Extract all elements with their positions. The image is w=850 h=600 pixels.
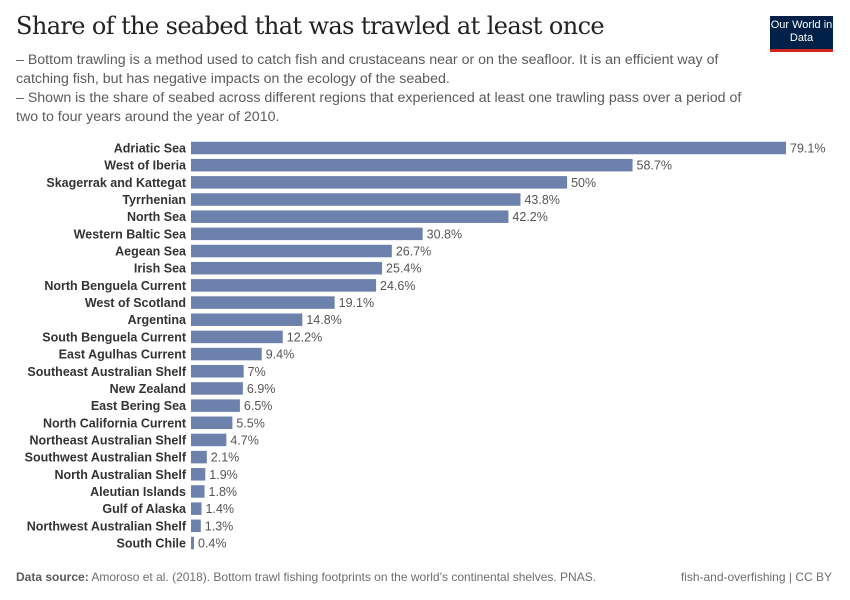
value-label: 58.7% (637, 159, 672, 173)
bar[interactable] (191, 502, 202, 515)
category-label: Aleutian Islands (90, 485, 186, 499)
category-label: Tyrrhenian (122, 193, 186, 207)
bar[interactable] (191, 141, 786, 155)
bar[interactable] (191, 450, 207, 464)
bar[interactable] (191, 296, 335, 309)
category-label: South Chile (117, 537, 186, 551)
chart-title: Share of the seabed that was trawled at … (16, 12, 605, 40)
category-label: North Australian Shelf (55, 468, 187, 482)
source-label: Data source: (16, 570, 89, 584)
category-label: East Agulhas Current (59, 348, 187, 362)
bar[interactable] (191, 416, 233, 430)
value-label: 25.4% (386, 262, 421, 276)
category-label: Adriatic Sea (114, 142, 187, 156)
bar[interactable] (191, 330, 283, 344)
value-label: 1.3% (205, 519, 234, 533)
value-label: 6.9% (247, 382, 276, 396)
category-label: West of Scotland (85, 296, 186, 310)
value-label: 14.8% (306, 313, 341, 327)
category-label: South Benguela Current (42, 330, 187, 344)
bar[interactable] (191, 536, 195, 550)
bar[interactable] (191, 399, 240, 412)
value-label: 9.4% (266, 348, 295, 362)
category-label: Northeast Australian Shelf (29, 433, 186, 447)
bar[interactable] (191, 279, 377, 292)
value-label: 2.1% (211, 451, 240, 465)
subtitle-1: – Bottom trawling is a method used to ca… (16, 52, 719, 87)
bar[interactable] (191, 244, 392, 258)
bar[interactable] (191, 261, 383, 275)
value-label: 1.8% (209, 485, 238, 499)
category-label: New Zealand (110, 382, 186, 396)
bar[interactable] (191, 193, 521, 206)
category-label: Skagerrak and Kattegat (46, 176, 186, 190)
value-label: 6.5% (244, 399, 273, 413)
value-label: 12.2% (287, 330, 322, 344)
category-label: Argentina (128, 313, 187, 327)
bar[interactable] (191, 158, 633, 172)
category-label: North Benguela Current (44, 279, 187, 293)
category-label: Irish Sea (134, 262, 187, 276)
owid-logo[interactable]: Our World in Data (770, 16, 833, 52)
category-label: Northwest Australian Shelf (27, 519, 187, 533)
value-label: 50% (571, 176, 596, 190)
bar[interactable] (191, 347, 262, 361)
bar[interactable] (191, 227, 423, 241)
data-source: Data source: Amoroso et al. (2018). Bott… (16, 570, 596, 584)
bar[interactable] (191, 210, 509, 223)
category-label: West of Iberia (104, 159, 187, 173)
value-label: 42.2% (512, 210, 547, 224)
value-label: 79.1% (790, 142, 825, 156)
bar[interactable] (191, 433, 227, 447)
value-label: 19.1% (339, 296, 374, 310)
bar[interactable] (191, 313, 303, 326)
bar[interactable] (191, 468, 206, 481)
value-label: 24.6% (380, 279, 415, 293)
value-label: 1.4% (206, 502, 235, 516)
bar[interactable] (191, 365, 244, 378)
license[interactable]: fish-and-overfishing | CC BY (680, 570, 832, 584)
bar[interactable] (191, 519, 201, 533)
value-label: 1.9% (209, 468, 238, 482)
category-label: North California Current (43, 416, 187, 430)
source-text: Amoroso et al. (2018). Bottom trawl fish… (88, 570, 597, 584)
category-label: Southeast Australian Shelf (27, 365, 186, 379)
value-label: 7% (248, 365, 266, 379)
category-label: Western Baltic Sea (74, 227, 187, 241)
value-label: 43.8% (524, 193, 559, 207)
value-label: 5.5% (236, 416, 265, 430)
value-label: 30.8% (427, 227, 462, 241)
subtitle-2: – Shown is the share of seabed across di… (16, 90, 742, 125)
category-label: Southwest Australian Shelf (25, 451, 187, 465)
value-label: 4.7% (230, 433, 259, 447)
bar[interactable] (191, 382, 243, 395)
category-label: North Sea (127, 210, 187, 224)
category-label: Aegean Sea (115, 245, 187, 259)
value-label: 0.4% (198, 537, 227, 551)
bar[interactable] (191, 176, 568, 189)
category-label: Gulf of Alaska (102, 502, 187, 516)
value-label: 26.7% (396, 245, 431, 259)
category-label: East Bering Sea (91, 399, 187, 413)
bar[interactable] (191, 485, 205, 498)
